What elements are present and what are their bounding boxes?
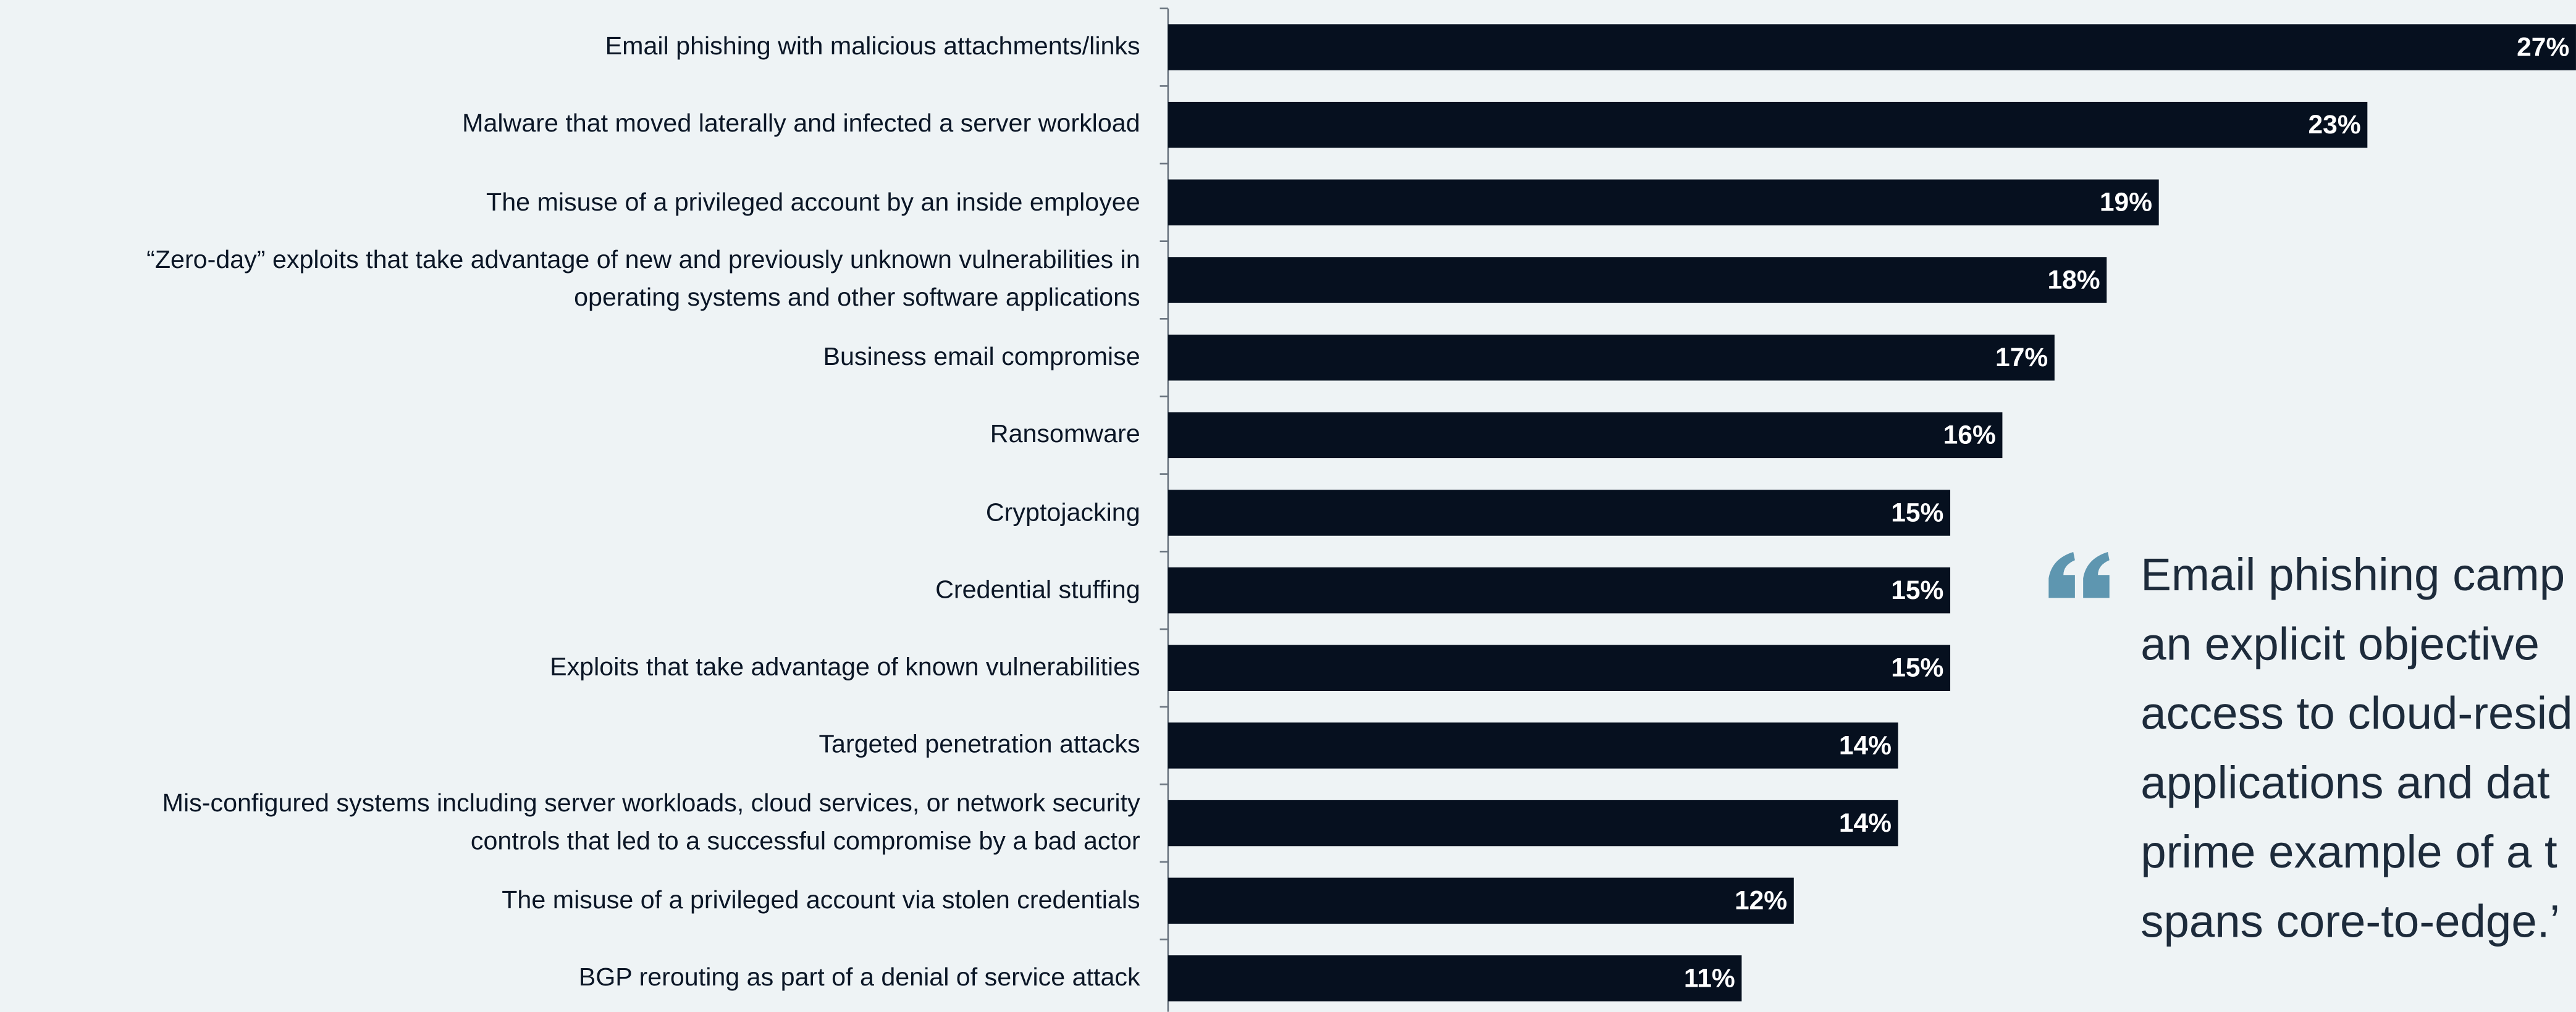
bar <box>1168 257 2107 303</box>
category-label-box: BGP rerouting as part of a denial of ser… <box>578 964 1140 992</box>
category-label-box: Malware that moved laterally and infecte… <box>462 111 1140 139</box>
category-label-box: Credential stuffing <box>935 576 1140 604</box>
bar <box>1168 722 1898 769</box>
category-label: BGP rerouting as part of a denial of ser… <box>578 964 1140 992</box>
quote-line: spans core-to-edge.’ <box>2140 895 2560 947</box>
category-label: The misuse of a privileged account via s… <box>502 886 1140 915</box>
bar <box>1168 645 1951 692</box>
value-label: 15% <box>1891 653 1943 683</box>
category-label-box: Email phishing with malicious attachment… <box>605 33 1140 61</box>
category-label: “Zero-day” exploits that take advantage … <box>146 246 1140 313</box>
category-label-box: The misuse of a privileged account by an… <box>486 188 1140 217</box>
value-label: 27% <box>2517 32 2569 62</box>
bar <box>1168 567 1951 614</box>
bar <box>1168 101 2368 148</box>
value-label: 14% <box>1839 808 1892 838</box>
value-label: 14% <box>1839 730 1892 760</box>
bar <box>1168 24 2576 70</box>
quote-mark <box>2048 551 2110 598</box>
category-label-box: Exploits that take advantage of known vu… <box>550 653 1140 682</box>
category-label: The misuse of a privileged account by an… <box>486 188 1140 217</box>
category-label: Mis-configured systems including server … <box>162 790 1140 856</box>
category-label: Malware that moved laterally and infecte… <box>462 111 1140 139</box>
quote-line: applications and dat <box>2140 757 2550 808</box>
value-label: 15% <box>1891 498 1943 527</box>
quote-line: prime example of a t <box>2140 826 2557 877</box>
category-label-box: Mis-configured systems including server … <box>162 790 1140 856</box>
category-label: Targeted penetration attacks <box>819 731 1140 759</box>
category-label: Exploits that take advantage of known vu… <box>550 653 1140 682</box>
category-label-box: Ransomware <box>990 420 1140 450</box>
category-label-box: Targeted penetration attacks <box>819 731 1140 759</box>
quote-line: an explicit objective <box>2140 618 2540 669</box>
value-label: 19% <box>2100 188 2152 217</box>
quote-line: Email phishing camp <box>2140 549 2565 600</box>
value-label: 23% <box>2309 110 2361 140</box>
value-label: 12% <box>1735 886 1787 916</box>
value-label: 18% <box>2047 265 2100 295</box>
category-label-box: Business email compromise <box>823 343 1140 372</box>
value-label: 11% <box>1684 963 1735 993</box>
value-label: 16% <box>1943 420 1996 450</box>
bar <box>1168 490 1951 536</box>
value-label: 15% <box>1891 575 1943 605</box>
category-label-box: “Zero-day” exploits that take advantage … <box>146 246 1140 313</box>
value-label: 17% <box>1995 343 2048 372</box>
bar <box>1168 412 2003 459</box>
bar <box>1168 179 2159 226</box>
bar <box>1168 955 1742 1002</box>
quote-line: access to cloud-resid <box>2140 688 2572 739</box>
bar <box>1168 877 1794 924</box>
category-label: Email phishing with malicious attachment… <box>605 33 1140 61</box>
category-label: Business email compromise <box>823 343 1140 372</box>
bar <box>1168 334 2055 381</box>
category-label-box: Cryptojacking <box>985 498 1140 527</box>
category-label-box: The misuse of a privileged account via s… <box>502 886 1140 915</box>
category-label: Cryptojacking <box>985 498 1140 527</box>
bar <box>1168 800 1898 847</box>
category-label: Ransomware <box>990 420 1140 450</box>
category-label: Credential stuffing <box>935 576 1140 604</box>
